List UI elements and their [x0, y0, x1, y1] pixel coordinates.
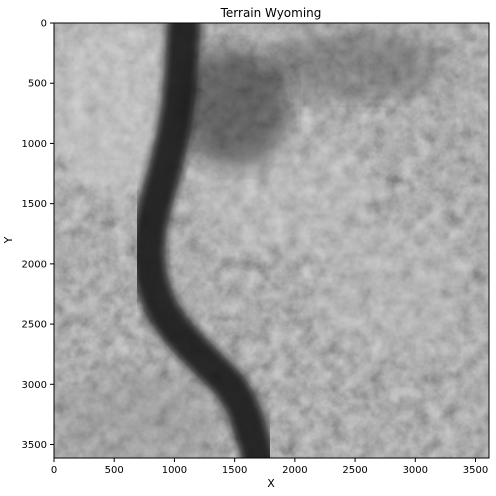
terrain-shading — [54, 23, 472, 458]
x-tick-label: 2000 — [282, 465, 307, 476]
x-tick-label: 500 — [105, 465, 124, 476]
y-tick-label: 3000 — [22, 380, 47, 391]
x-tick-label: 3000 — [403, 465, 428, 476]
basin-north — [179, 47, 290, 168]
x-tick-label: 3500 — [463, 465, 488, 476]
x-tick-label: 1000 — [162, 465, 187, 476]
x-tick-label: 1500 — [222, 465, 247, 476]
y-tick-label: 2500 — [22, 320, 47, 331]
basin-path — [131, 23, 276, 458]
y-tick-label: 1500 — [22, 199, 47, 210]
y-axis-label: Y — [2, 236, 15, 244]
valley-south — [58, 370, 219, 458]
y-tick-label: 1000 — [22, 139, 47, 150]
chart-title: Terrain Wyoming — [220, 6, 322, 20]
y-tick-label: 500 — [28, 79, 47, 90]
x-tick-label: 0 — [51, 465, 57, 476]
basin-northeast — [265, 30, 446, 101]
x-tick-label: 2500 — [342, 465, 367, 476]
plot-area — [54, 23, 489, 458]
x-axis: 0 500 1000 1500 2000 2500 3000 3500 — [51, 458, 488, 476]
x-axis-label: X — [267, 477, 275, 490]
plot-frame — [53, 22, 490, 459]
y-tick-label: 0 — [41, 19, 47, 30]
y-tick-label: 3500 — [22, 440, 47, 451]
y-axis: 0 500 1000 1500 2000 2500 3000 3500 — [22, 19, 54, 451]
plateau-east — [311, 217, 472, 358]
y-tick-label: 2000 — [22, 259, 47, 270]
